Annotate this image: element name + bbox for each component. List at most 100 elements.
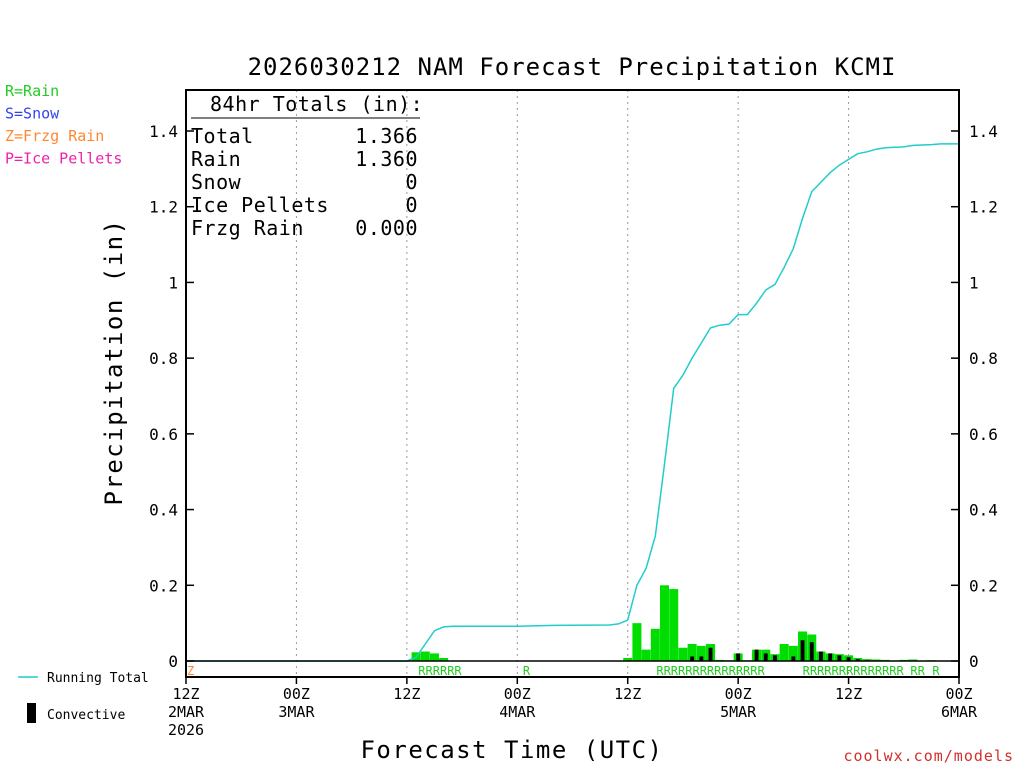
x-tick-label: 5MAR bbox=[720, 703, 757, 721]
rain-bar bbox=[641, 649, 651, 661]
convective-bar bbox=[699, 656, 704, 661]
totals-value: 1.366 bbox=[355, 124, 418, 148]
y-tick-label: 0.8 bbox=[149, 349, 178, 368]
rain-bar bbox=[632, 623, 642, 661]
totals-label: Snow bbox=[191, 170, 242, 194]
x-tick-label: 3MAR bbox=[278, 703, 315, 721]
y-axis-right: 0 0.2 0.4 0.6 0.8 1 1.2 1.4 bbox=[951, 122, 998, 671]
rain-bar bbox=[669, 589, 679, 661]
x-tick-label: 00Z bbox=[504, 685, 531, 703]
convective-bar bbox=[809, 642, 814, 661]
rain-bar bbox=[908, 659, 918, 661]
y-axis-label: Precipitation (in) bbox=[100, 218, 128, 505]
y-tick-label: 0.6 bbox=[969, 425, 998, 444]
x-tick-label: 12Z bbox=[835, 685, 862, 703]
convective-bar bbox=[846, 657, 851, 661]
totals-value: 0 bbox=[405, 193, 418, 217]
rain-bar bbox=[439, 657, 449, 661]
precip-type-legend-item: Z=Frzg Rain bbox=[5, 127, 104, 145]
x-tick-label: 6MAR bbox=[941, 703, 978, 721]
y-tick-label: 1.4 bbox=[969, 122, 998, 141]
y-tick-label: 0.4 bbox=[149, 501, 178, 520]
convective-bar bbox=[708, 647, 713, 661]
rain-bar bbox=[650, 628, 660, 661]
convective-bar bbox=[791, 656, 796, 661]
x-tick-label: 00Z bbox=[283, 685, 310, 703]
credit-text: coolwx.com/models bbox=[843, 747, 1014, 765]
totals-label: Total bbox=[191, 124, 254, 148]
rain-bar bbox=[862, 659, 872, 661]
convective-bar bbox=[690, 656, 695, 661]
convective-legend-label: Convective bbox=[47, 708, 125, 723]
precip-type-label: RRRRRRRRRRRRRRR bbox=[656, 664, 765, 678]
totals-heading: 84hr Totals (in): bbox=[210, 92, 423, 116]
bars-layer bbox=[411, 585, 946, 661]
precip-type-label: RR bbox=[910, 664, 925, 678]
y-tick-label: 0.2 bbox=[969, 576, 998, 595]
precip-type-legend-item: S=Snow bbox=[5, 105, 60, 123]
convective-bar bbox=[828, 653, 833, 661]
convective-bar bbox=[763, 653, 768, 661]
convective-bar bbox=[736, 653, 741, 661]
x-tick-label: 12Z bbox=[172, 685, 199, 703]
y-tick-label: 0.6 bbox=[149, 425, 178, 444]
convective-bar bbox=[773, 655, 777, 661]
series-legend: Running Total Convective bbox=[18, 671, 149, 723]
plot-frame bbox=[185, 89, 960, 678]
running-total-line bbox=[186, 143, 959, 662]
y-tick-label: 1.2 bbox=[149, 198, 178, 217]
totals-value: 0.000 bbox=[355, 216, 418, 240]
convective-bar bbox=[837, 655, 842, 661]
rain-bar bbox=[420, 651, 430, 661]
y-tick-label: 0.8 bbox=[969, 349, 998, 368]
precip-type-label: R bbox=[523, 664, 531, 678]
chart-title: 2026030212 NAM Forecast Precipitation KC… bbox=[248, 53, 897, 81]
precip-type-label: Z bbox=[187, 664, 194, 678]
y-tick-label: 0.4 bbox=[969, 501, 998, 520]
rain-bar bbox=[779, 643, 789, 661]
precip-type-row: Z RRRRRR R RRRRRRRRRRRRRRR RRRRRRRRRRRRRR RR R bbox=[187, 664, 940, 678]
totals-value: 1.360 bbox=[355, 147, 418, 171]
y-tick-label: 0 bbox=[168, 652, 178, 671]
y-tick-label: 0 bbox=[969, 652, 979, 671]
convective-bar bbox=[800, 640, 805, 661]
rain-bar bbox=[687, 643, 697, 661]
precip-type-label: RRRRRRRRRRRRRR bbox=[803, 664, 905, 678]
rain-bar bbox=[871, 659, 881, 661]
rain-bar bbox=[678, 647, 688, 661]
totals-label: Ice Pellets bbox=[191, 193, 329, 217]
rain-bar bbox=[429, 653, 439, 661]
convective-bar bbox=[754, 649, 759, 661]
line-layer bbox=[186, 143, 959, 662]
precip-type-legend-item: P=Ice Pellets bbox=[5, 150, 122, 168]
precip-type-label: R bbox=[932, 664, 940, 678]
totals-label: Frzg Rain bbox=[191, 216, 304, 240]
x-tick-label: 00Z bbox=[945, 685, 972, 703]
rain-bar bbox=[623, 657, 633, 661]
x-tick-label: 12Z bbox=[614, 685, 641, 703]
running-total-legend-label: Running Total bbox=[47, 671, 149, 686]
y-tick-label: 1 bbox=[168, 273, 178, 292]
x-tick-label: 2026 bbox=[168, 721, 204, 739]
rain-bar bbox=[660, 585, 670, 661]
convective-bar bbox=[855, 659, 860, 661]
precip-type-label: RRRRRR bbox=[418, 664, 462, 678]
x-tick-label: 12Z bbox=[393, 685, 420, 703]
rain-bar bbox=[696, 645, 706, 661]
y-tick-label: 1.2 bbox=[969, 198, 998, 217]
x-axis-label: Forecast Time (UTC) bbox=[360, 736, 663, 764]
convective-bar bbox=[819, 651, 823, 661]
y-tick-label: 0.2 bbox=[149, 576, 178, 595]
precip-type-legend: R=Rain S=Snow Z=Frzg Rain P=Ice Pellets bbox=[5, 82, 122, 168]
y-axis-left: 0 0.2 0.4 0.6 0.8 1 1.2 1.4 bbox=[149, 122, 194, 671]
x-tick-label: 4MAR bbox=[499, 703, 536, 721]
totals-box: 84hr Totals (in): Total 1.366 Rain 1.360 Sno… bbox=[191, 92, 423, 240]
x-tick-label: 2MAR bbox=[168, 703, 205, 721]
y-tick-label: 1 bbox=[969, 273, 979, 292]
totals-value: 0 bbox=[405, 170, 418, 194]
grid-lines bbox=[295, 90, 850, 677]
x-tick-label: 00Z bbox=[725, 685, 752, 703]
convective-swatch bbox=[27, 703, 36, 723]
